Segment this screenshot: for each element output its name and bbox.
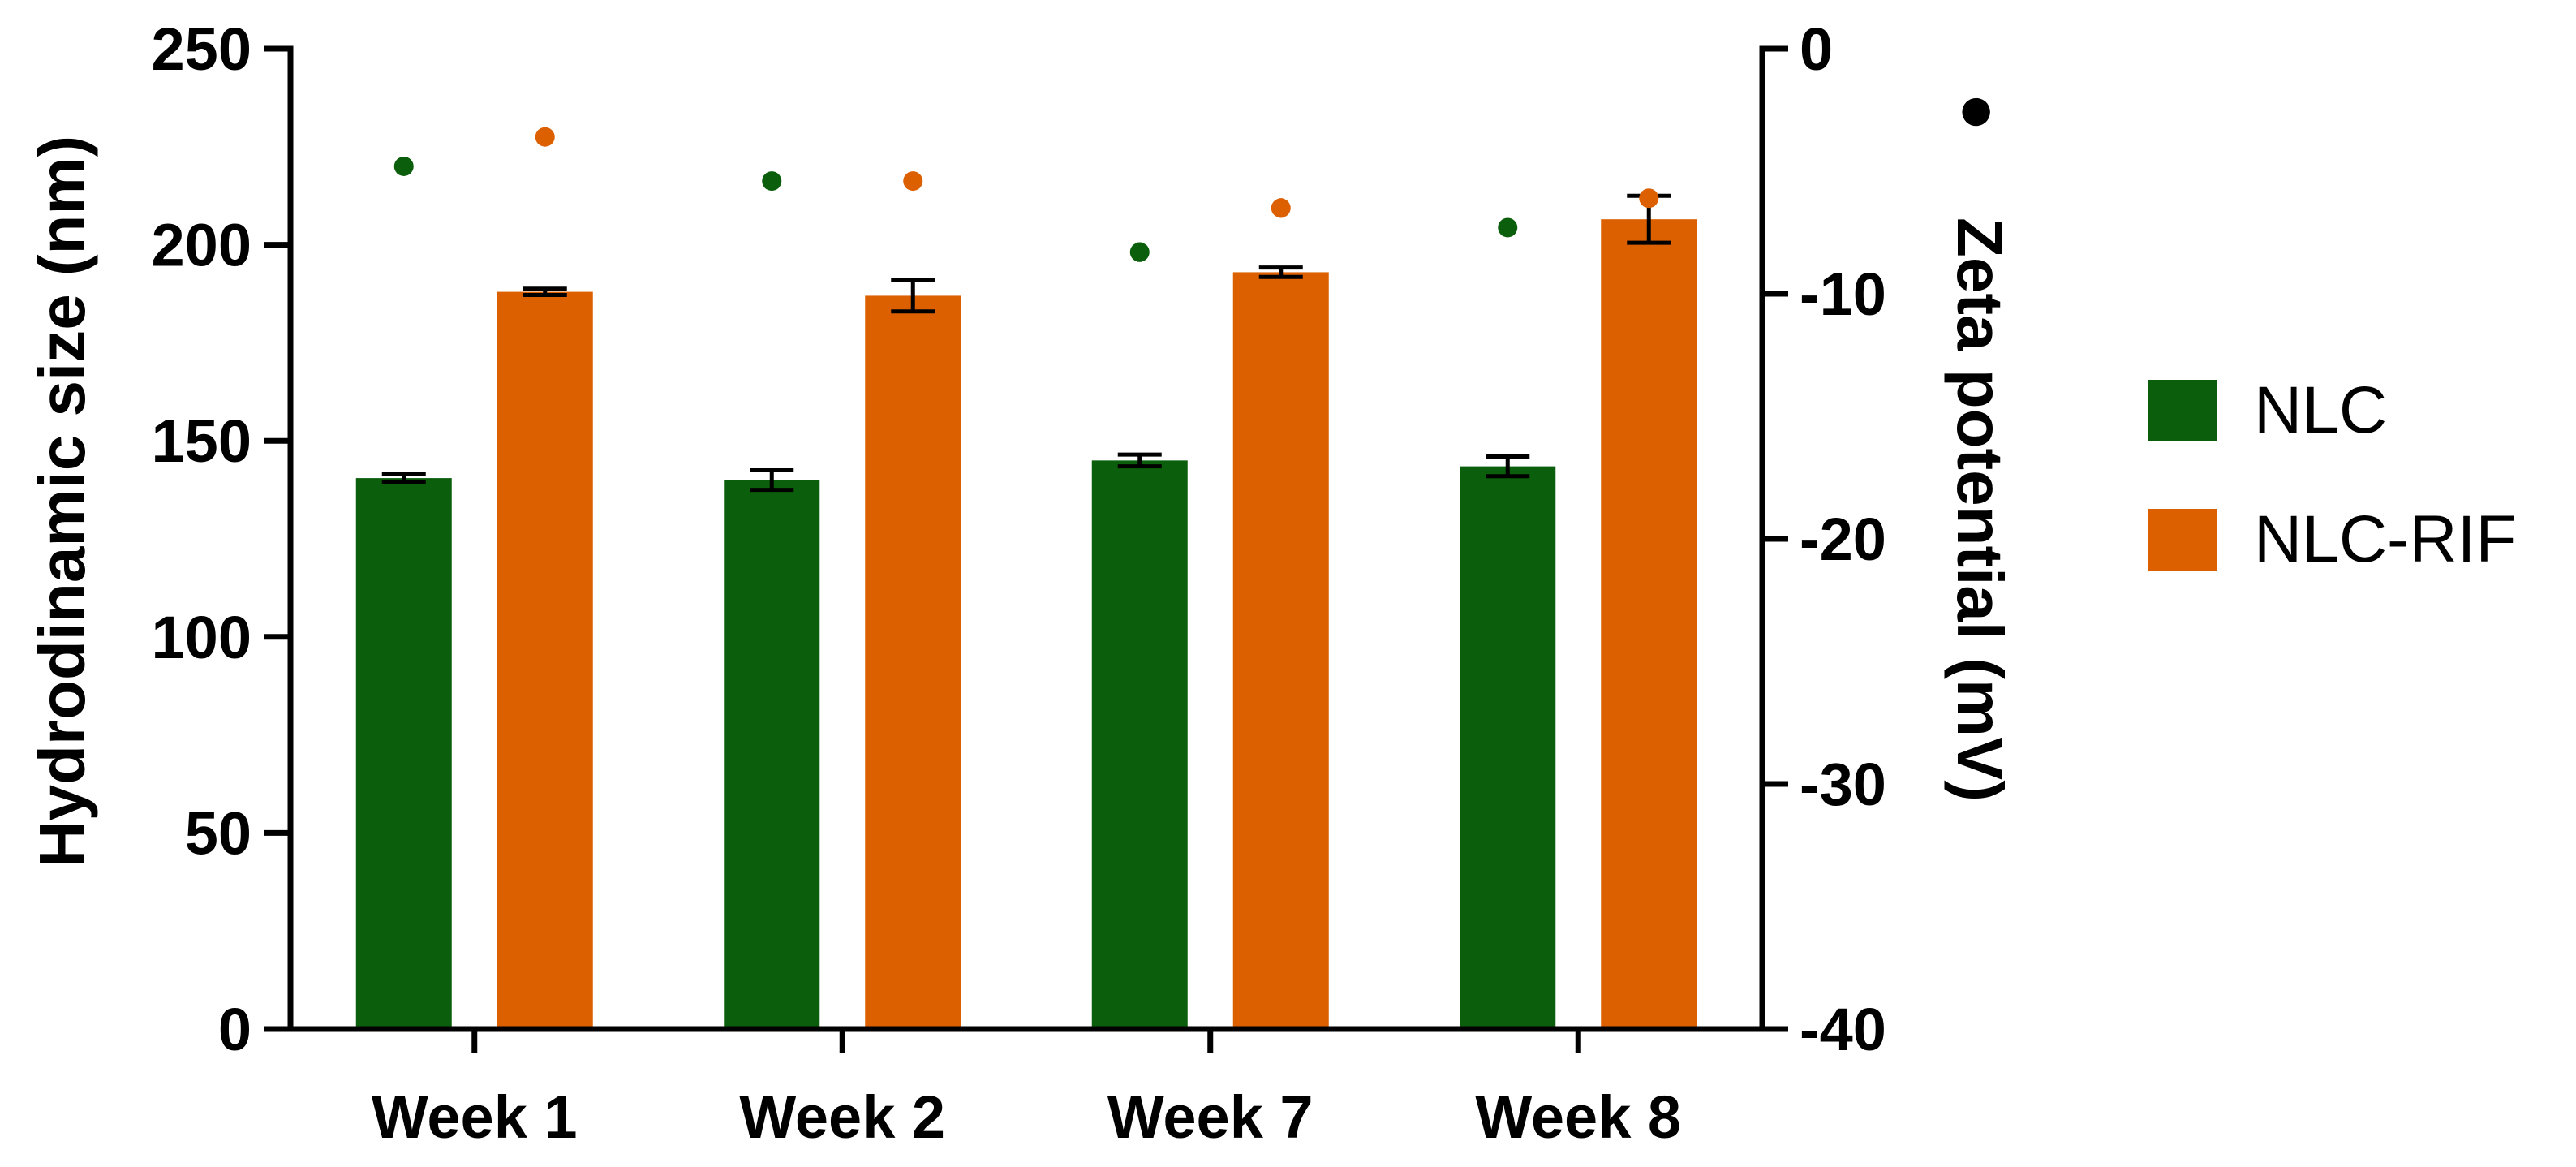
zeta-point-marker (903, 171, 923, 192)
zeta-point-marker (1639, 188, 1659, 209)
bar-nlc-1 (355, 478, 452, 1029)
bar-nlc-rif-2 (865, 295, 961, 1029)
zeta-point-marker (1271, 198, 1291, 218)
y-left-tick-label-150: 150 (152, 407, 252, 475)
y-right-tick-label--40: -40 (1800, 996, 1886, 1063)
bar-nlc-2 (724, 480, 820, 1029)
zeta-point-nlc-rif-1 (535, 127, 555, 147)
zeta-point-marker (1498, 217, 1518, 238)
zeta-point-nlc-4 (1498, 217, 1518, 238)
legend: NLC NLC-RIF (2148, 373, 2516, 576)
bars-layer (355, 219, 1697, 1030)
y-left-tick-label-200: 200 (152, 212, 252, 279)
y-right-tick-label--20: -20 (1800, 506, 1886, 573)
error-bar-nlc-2 (750, 467, 794, 493)
labels-layer: Week 1 Week 2 Week 7 Week 8 0 50 100 150 200 250 -… (152, 15, 1886, 1151)
y-right-tick-label--30: -30 (1800, 751, 1886, 818)
zeta-point-nlc-rif-4 (1639, 188, 1659, 209)
y-left-tick-label-250: 250 (152, 15, 252, 83)
x-tick-label-4: Week 8 (1475, 1083, 1681, 1151)
legend-swatch-nlc-rif (2148, 509, 2217, 571)
error-bar-nlc-3 (1117, 452, 1162, 469)
zeta-point-marker (535, 127, 555, 147)
error-bar-nlc-1 (381, 472, 426, 484)
y-left-axis-title: Hydrodinamic size (nm) (26, 136, 98, 868)
zeta-point-nlc-1 (393, 156, 414, 176)
legend-label-nlc: NLC (2254, 373, 2387, 447)
zeta-point-nlc-3 (1129, 242, 1150, 262)
y-right-axis-title-group: ● Zeta potential (mV) (1944, 93, 2016, 802)
bar-nlc-rif-1 (497, 291, 593, 1030)
y-right-axis-marker: ● (1944, 93, 2016, 131)
y-left-tick-label-100: 100 (152, 604, 252, 671)
zeta-point-marker (1129, 242, 1150, 262)
y-right-axis-title: Zeta potential (mV) (1944, 217, 2016, 802)
y-left-tick-label-50: 50 (185, 799, 252, 867)
zeta-point-marker (393, 156, 414, 176)
zeta-point-nlc-2 (762, 171, 782, 192)
legend-label-nlc-rif: NLC-RIF (2254, 502, 2516, 576)
axes-layer (264, 45, 1788, 1053)
zeta-point-marker (762, 171, 782, 192)
bar-nlc-4 (1460, 466, 1556, 1029)
zeta-point-nlc-rif-2 (903, 171, 923, 192)
zeta-point-nlc-rif-3 (1271, 198, 1291, 218)
x-tick-label-3: Week 7 (1107, 1083, 1314, 1151)
x-tick-label-2: Week 2 (739, 1083, 945, 1151)
error-bar-nlc-rif-3 (1258, 265, 1303, 279)
error-bars-layer (381, 193, 1671, 493)
y-right-tick-label--10: -10 (1800, 261, 1886, 328)
error-bar-nlc-4 (1486, 454, 1530, 479)
bar-nlc-rif-4 (1601, 219, 1697, 1029)
bar-nlc-3 (1091, 460, 1188, 1029)
y-right-tick-label-0: 0 (1800, 15, 1833, 83)
error-bar-nlc-rif-1 (523, 286, 567, 297)
zeta-points-layer (393, 127, 1659, 262)
bar-nlc-rif-3 (1232, 272, 1329, 1029)
error-bar-nlc-rif-2 (891, 278, 935, 314)
x-tick-label-1: Week 1 (372, 1083, 578, 1151)
y-left-tick-label-0: 0 (218, 996, 252, 1063)
legend-swatch-nlc (2148, 380, 2217, 441)
